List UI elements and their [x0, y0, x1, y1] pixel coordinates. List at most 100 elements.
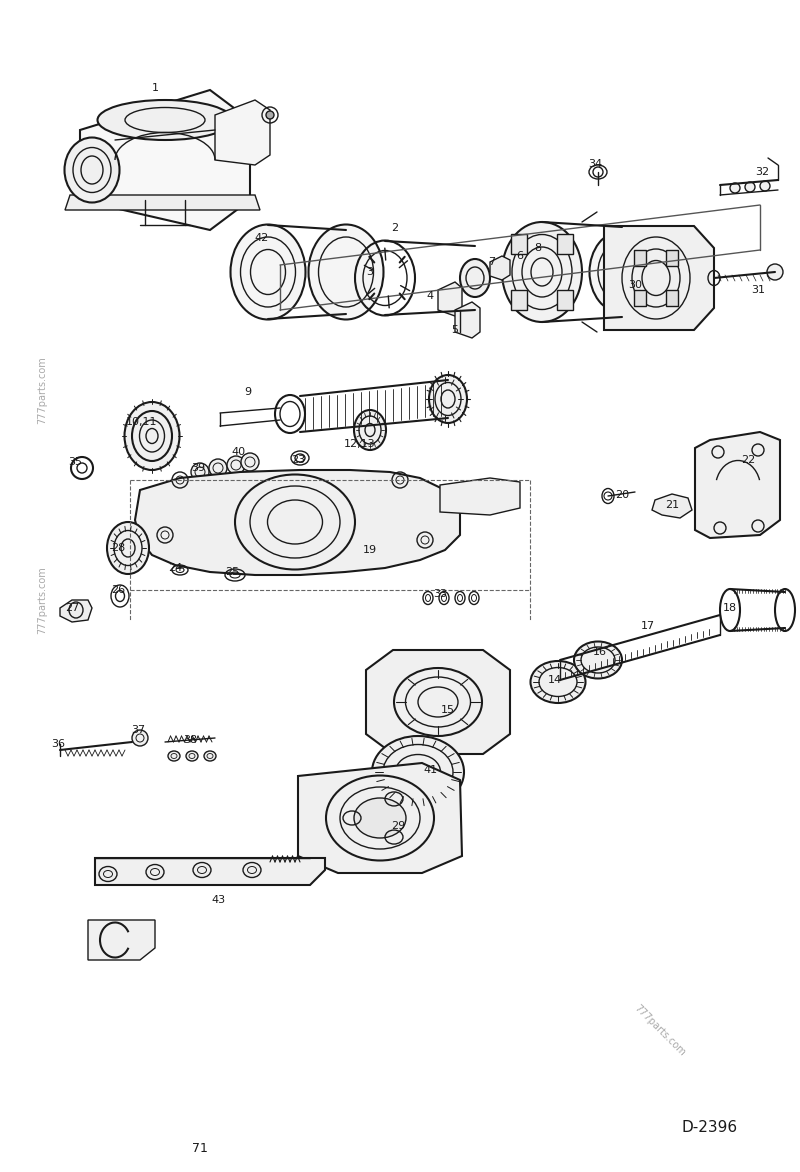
Text: 33: 33	[433, 590, 447, 599]
Text: 777parts.com: 777parts.com	[633, 1002, 687, 1057]
Text: 777parts.com: 777parts.com	[37, 566, 47, 634]
Polygon shape	[666, 250, 678, 266]
Text: 21: 21	[665, 500, 679, 510]
Polygon shape	[438, 282, 462, 316]
Polygon shape	[366, 650, 510, 754]
Text: 26: 26	[111, 585, 125, 595]
Polygon shape	[490, 255, 510, 280]
Ellipse shape	[107, 522, 149, 574]
Polygon shape	[65, 195, 260, 210]
Circle shape	[760, 180, 770, 191]
Ellipse shape	[243, 863, 261, 878]
Text: 14: 14	[548, 675, 562, 684]
Circle shape	[209, 459, 227, 477]
Polygon shape	[511, 233, 527, 253]
Ellipse shape	[168, 751, 180, 761]
Text: 31: 31	[751, 285, 765, 295]
Ellipse shape	[204, 751, 216, 761]
Text: 28: 28	[111, 543, 125, 553]
Text: 5: 5	[451, 325, 458, 335]
Ellipse shape	[309, 225, 383, 320]
Text: 41: 41	[423, 765, 437, 775]
Ellipse shape	[186, 751, 198, 761]
Polygon shape	[88, 920, 155, 960]
Text: 10,11: 10,11	[126, 417, 158, 427]
Circle shape	[227, 456, 245, 473]
Ellipse shape	[574, 641, 622, 679]
Ellipse shape	[98, 100, 233, 139]
Text: 37: 37	[131, 725, 145, 735]
Circle shape	[767, 264, 783, 280]
Text: 25: 25	[225, 567, 239, 577]
Text: 24: 24	[168, 563, 182, 573]
Ellipse shape	[146, 865, 164, 879]
Ellipse shape	[354, 798, 406, 838]
Circle shape	[730, 183, 740, 193]
Text: 17: 17	[641, 621, 655, 631]
Text: 18: 18	[723, 604, 737, 613]
Text: 35: 35	[68, 457, 82, 466]
Text: 22: 22	[741, 455, 755, 465]
Polygon shape	[298, 763, 462, 873]
Polygon shape	[440, 478, 520, 515]
Text: 9: 9	[245, 387, 251, 397]
Text: 6: 6	[517, 251, 523, 261]
Ellipse shape	[460, 259, 490, 297]
Text: 34: 34	[588, 159, 602, 169]
Text: 30: 30	[628, 280, 642, 289]
Ellipse shape	[372, 736, 464, 808]
Polygon shape	[455, 302, 480, 338]
Text: 32: 32	[755, 166, 769, 177]
Text: 39: 39	[191, 463, 205, 473]
Polygon shape	[634, 250, 646, 266]
Text: 19: 19	[363, 545, 377, 556]
Text: 12,13: 12,13	[344, 440, 376, 449]
Polygon shape	[604, 226, 714, 331]
Text: 36: 36	[51, 740, 65, 749]
Text: D-2396: D-2396	[682, 1120, 738, 1136]
Text: 42: 42	[255, 233, 269, 243]
Circle shape	[745, 182, 755, 192]
Text: 2: 2	[391, 223, 398, 233]
Circle shape	[266, 111, 274, 120]
Polygon shape	[511, 291, 527, 311]
Polygon shape	[95, 858, 325, 885]
Ellipse shape	[125, 402, 179, 470]
Ellipse shape	[230, 225, 306, 320]
Text: 777parts.com: 777parts.com	[37, 356, 47, 424]
Text: 40: 40	[231, 447, 245, 457]
Circle shape	[241, 454, 259, 471]
Text: 16: 16	[593, 647, 607, 657]
Ellipse shape	[65, 137, 119, 203]
Polygon shape	[135, 470, 460, 575]
Ellipse shape	[502, 222, 582, 322]
Text: 8: 8	[534, 243, 542, 253]
Text: 43: 43	[211, 895, 225, 905]
Ellipse shape	[354, 410, 386, 450]
Polygon shape	[652, 495, 692, 518]
Text: 38: 38	[183, 735, 197, 745]
Polygon shape	[666, 289, 678, 306]
Polygon shape	[695, 432, 780, 538]
Text: 20: 20	[615, 490, 629, 500]
Text: 1: 1	[151, 83, 158, 93]
Polygon shape	[60, 600, 92, 622]
Polygon shape	[634, 289, 646, 306]
Polygon shape	[80, 90, 250, 230]
Text: 7: 7	[489, 257, 495, 267]
Text: 71: 71	[192, 1142, 208, 1154]
Text: 3: 3	[366, 267, 374, 277]
Ellipse shape	[193, 863, 211, 878]
Polygon shape	[557, 291, 573, 311]
Text: 29: 29	[391, 822, 405, 831]
Text: 27: 27	[65, 604, 79, 613]
Ellipse shape	[429, 375, 467, 423]
Circle shape	[132, 730, 148, 747]
Polygon shape	[557, 233, 573, 253]
Ellipse shape	[590, 231, 654, 313]
Circle shape	[191, 463, 209, 481]
Text: 15: 15	[441, 706, 455, 715]
Polygon shape	[215, 100, 270, 165]
Text: 23: 23	[291, 455, 305, 465]
Ellipse shape	[530, 661, 586, 703]
